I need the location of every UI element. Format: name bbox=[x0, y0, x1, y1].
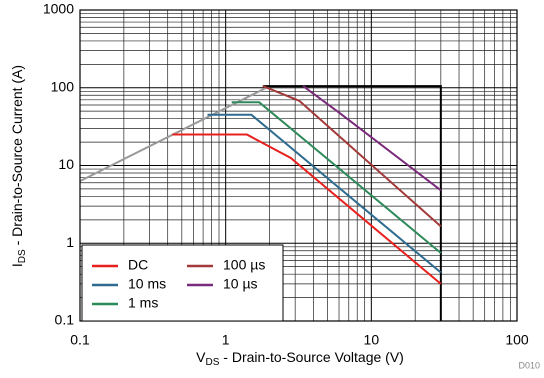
y-tick-label: 10 bbox=[58, 156, 74, 172]
legend-label: 100 µs bbox=[223, 257, 265, 273]
legend-label: 1 ms bbox=[128, 295, 158, 311]
figure-id: D010 bbox=[518, 360, 540, 370]
series-line bbox=[302, 85, 442, 192]
y-label-main: I bbox=[9, 263, 25, 267]
x-tick-label: 1 bbox=[222, 332, 230, 348]
x-tick-label: 10 bbox=[364, 332, 380, 348]
y-axis-label: IDS - Drain-to-Source Current (A) bbox=[9, 65, 28, 267]
x-tick-label: 0.1 bbox=[70, 332, 90, 348]
x-label-main: V bbox=[196, 349, 206, 365]
x-label-sub: DS bbox=[206, 357, 220, 368]
y-label-rest: - Drain-to-Source Current (A) bbox=[9, 65, 25, 249]
x-axis-label: VDS - Drain-to-Source Voltage (V) bbox=[196, 349, 404, 368]
y-label-sub: DS bbox=[17, 249, 28, 263]
series-line bbox=[172, 133, 442, 285]
y-tick-label: 0.1 bbox=[55, 312, 75, 328]
y-tick-label: 1000 bbox=[43, 1, 74, 17]
y-tick-label: 1 bbox=[66, 234, 74, 250]
plot-lines bbox=[79, 85, 442, 321]
series-line bbox=[262, 85, 442, 321]
legend-box bbox=[81, 244, 284, 322]
y-tick-label: 100 bbox=[51, 78, 75, 94]
legend-label: 10 ms bbox=[128, 276, 166, 292]
x-tick-label: 100 bbox=[505, 332, 529, 348]
legend-label: DC bbox=[128, 257, 148, 273]
x-label-rest: - Drain-to-Source Voltage (V) bbox=[219, 349, 403, 365]
series-line bbox=[207, 113, 442, 274]
legend: DC 10 ms 1 ms 100 µs 10 µs bbox=[81, 244, 284, 322]
legend-label: 10 µs bbox=[223, 276, 258, 292]
series-line bbox=[231, 101, 442, 254]
series-line bbox=[262, 85, 442, 228]
plot-frame bbox=[79, 9, 518, 322]
